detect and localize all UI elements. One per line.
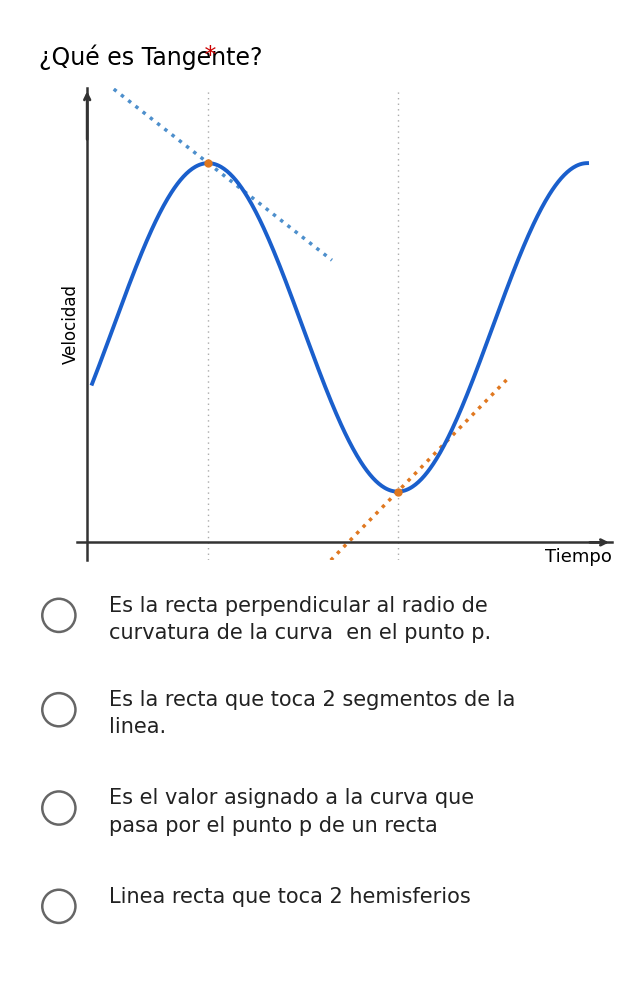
Text: *: * <box>197 44 217 68</box>
Text: Es la recta que toca 2 segmentos de la
linea.: Es la recta que toca 2 segmentos de la l… <box>109 690 516 737</box>
Text: Linea recta que toca 2 hemisferios: Linea recta que toca 2 hemisferios <box>109 887 471 906</box>
Text: Es el valor asignado a la curva que
pasa por el punto p de un recta: Es el valor asignado a la curva que pasa… <box>109 788 475 836</box>
X-axis label: Tiempo: Tiempo <box>545 548 612 566</box>
Y-axis label: Velocidad: Velocidad <box>62 284 80 365</box>
Text: Es la recta perpendicular al radio de
curvatura de la curva  en el punto p.: Es la recta perpendicular al radio de cu… <box>109 596 491 643</box>
Text: ¿Qué es Tangente?: ¿Qué es Tangente? <box>39 44 262 70</box>
